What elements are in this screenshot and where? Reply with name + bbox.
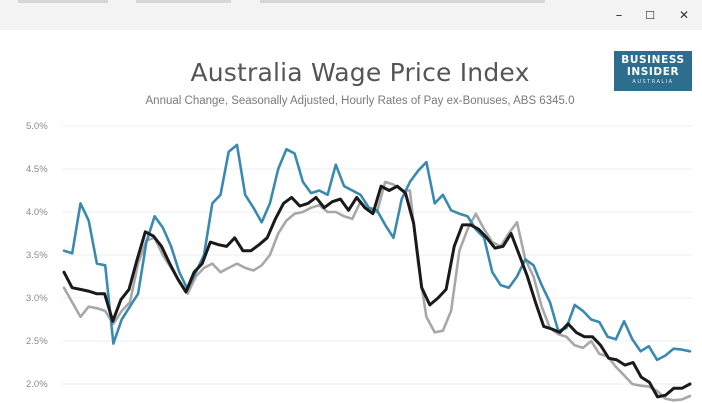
series-line-2	[62, 184, 692, 399]
series-line-3	[62, 180, 692, 402]
maximize-button[interactable]: ☐	[637, 4, 663, 26]
grid-lines	[62, 125, 692, 385]
logo-line-3: AUSTRALIA	[632, 79, 674, 85]
close-icon: ✕	[678, 8, 690, 22]
tab-strip-1	[18, 0, 108, 3]
y-tick-label: 2.5%	[26, 336, 48, 347]
minimize-icon: –	[615, 7, 623, 23]
chart-title: Australia Wage Price Index	[190, 58, 530, 87]
tab-strip-2	[136, 0, 231, 3]
y-tick-label: 2.0%	[26, 379, 48, 390]
logo-line-1: BUSINESS	[621, 54, 685, 66]
window-titlebar: – ☐ ✕	[0, 0, 702, 30]
y-tick-label: 5.0%	[26, 121, 48, 132]
y-tick-label: 4.5%	[26, 164, 48, 175]
close-button[interactable]: ✕	[671, 4, 697, 26]
y-tick-label: 3.5%	[26, 250, 48, 261]
minimize-button[interactable]: –	[606, 4, 632, 26]
y-tick-label: 4.0%	[26, 207, 48, 218]
series-lines	[62, 143, 692, 402]
maximize-icon: ☐	[645, 8, 655, 22]
business-insider-logo: BUSINESS INSIDER AUSTRALIA	[614, 51, 692, 91]
series-line-1	[62, 143, 692, 362]
tab-strip-3	[260, 0, 545, 3]
y-axis-ticks: 2.0% 2.5% 3.0% 3.5% 4.0% 4.5% 5.0%	[26, 121, 48, 390]
chart-subtitle: Annual Change, Seasonally Adjusted, Hour…	[145, 95, 575, 107]
logo-line-2: INSIDER	[626, 66, 680, 78]
y-tick-label: 3.0%	[26, 293, 48, 304]
